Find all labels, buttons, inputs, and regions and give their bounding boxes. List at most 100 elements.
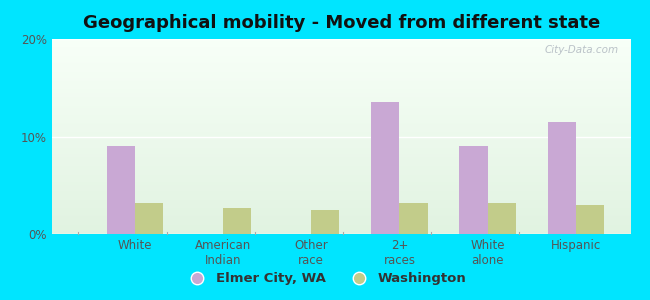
Bar: [52, 177, 630, 178]
Bar: [52, 106, 630, 107]
Bar: [52, 118, 630, 119]
Title: Geographical mobility - Moved from different state: Geographical mobility - Moved from diffe…: [83, 14, 600, 32]
Bar: [52, 82, 630, 83]
Bar: [52, 48, 630, 49]
Bar: [52, 172, 630, 173]
Bar: [548, 122, 576, 234]
Bar: [52, 112, 630, 113]
Bar: [52, 226, 630, 227]
Bar: [52, 111, 630, 112]
Bar: [52, 160, 630, 161]
Bar: [460, 146, 488, 234]
Bar: [52, 162, 630, 163]
Bar: [52, 183, 630, 184]
Bar: [52, 124, 630, 125]
Bar: [52, 126, 630, 127]
Bar: [52, 46, 630, 47]
Bar: [52, 211, 630, 212]
Bar: [52, 196, 630, 197]
Bar: [52, 176, 630, 177]
Bar: [52, 141, 630, 142]
Bar: [52, 191, 630, 192]
Bar: [52, 205, 630, 206]
Bar: [52, 184, 630, 185]
Bar: [52, 136, 630, 137]
Bar: [52, 105, 630, 106]
Bar: [52, 142, 630, 143]
Bar: [52, 80, 630, 81]
Bar: [52, 192, 630, 193]
Bar: [52, 116, 630, 117]
Bar: [223, 208, 252, 234]
Bar: [52, 40, 630, 41]
Bar: [52, 115, 630, 116]
Bar: [52, 52, 630, 53]
Bar: [52, 190, 630, 191]
Bar: [400, 203, 428, 234]
Bar: [52, 77, 630, 78]
Bar: [52, 100, 630, 101]
Bar: [52, 47, 630, 48]
Bar: [52, 63, 630, 64]
Bar: [52, 154, 630, 155]
Bar: [52, 221, 630, 222]
Bar: [52, 70, 630, 71]
Bar: [52, 159, 630, 160]
Bar: [52, 67, 630, 68]
Bar: [52, 207, 630, 208]
Bar: [52, 156, 630, 157]
Bar: [52, 55, 630, 56]
Bar: [52, 125, 630, 126]
Bar: [52, 127, 630, 128]
Bar: [52, 208, 630, 209]
Bar: [52, 88, 630, 89]
Bar: [52, 59, 630, 60]
Bar: [52, 90, 630, 91]
Bar: [52, 214, 630, 215]
Bar: [52, 49, 630, 50]
Bar: [52, 152, 630, 153]
Bar: [52, 169, 630, 170]
Bar: [52, 107, 630, 108]
Bar: [52, 153, 630, 154]
Bar: [52, 150, 630, 151]
Bar: [52, 167, 630, 168]
Bar: [52, 193, 630, 194]
Bar: [52, 220, 630, 221]
Bar: [52, 149, 630, 150]
Bar: [52, 56, 630, 58]
Bar: [52, 225, 630, 226]
Bar: [52, 148, 630, 149]
Bar: [52, 140, 630, 141]
Bar: [52, 197, 630, 198]
Bar: [52, 61, 630, 62]
Bar: [52, 161, 630, 162]
Text: City-Data.com: City-Data.com: [545, 45, 619, 55]
Bar: [52, 98, 630, 100]
Bar: [52, 195, 630, 196]
Bar: [576, 205, 604, 234]
Bar: [52, 66, 630, 67]
Bar: [52, 222, 630, 223]
Bar: [52, 180, 630, 181]
Bar: [52, 44, 630, 45]
Bar: [52, 147, 630, 148]
Bar: [52, 41, 630, 42]
Bar: [52, 76, 630, 77]
Bar: [371, 102, 400, 234]
Bar: [52, 97, 630, 98]
Bar: [52, 123, 630, 124]
Bar: [52, 233, 630, 234]
Bar: [52, 74, 630, 75]
Bar: [52, 182, 630, 183]
Bar: [52, 185, 630, 186]
Bar: [52, 217, 630, 218]
Bar: [52, 68, 630, 69]
Bar: [52, 110, 630, 111]
Bar: [52, 178, 630, 179]
Bar: [52, 53, 630, 54]
Bar: [52, 87, 630, 88]
Bar: [52, 134, 630, 136]
Bar: [52, 54, 630, 55]
Bar: [52, 78, 630, 79]
